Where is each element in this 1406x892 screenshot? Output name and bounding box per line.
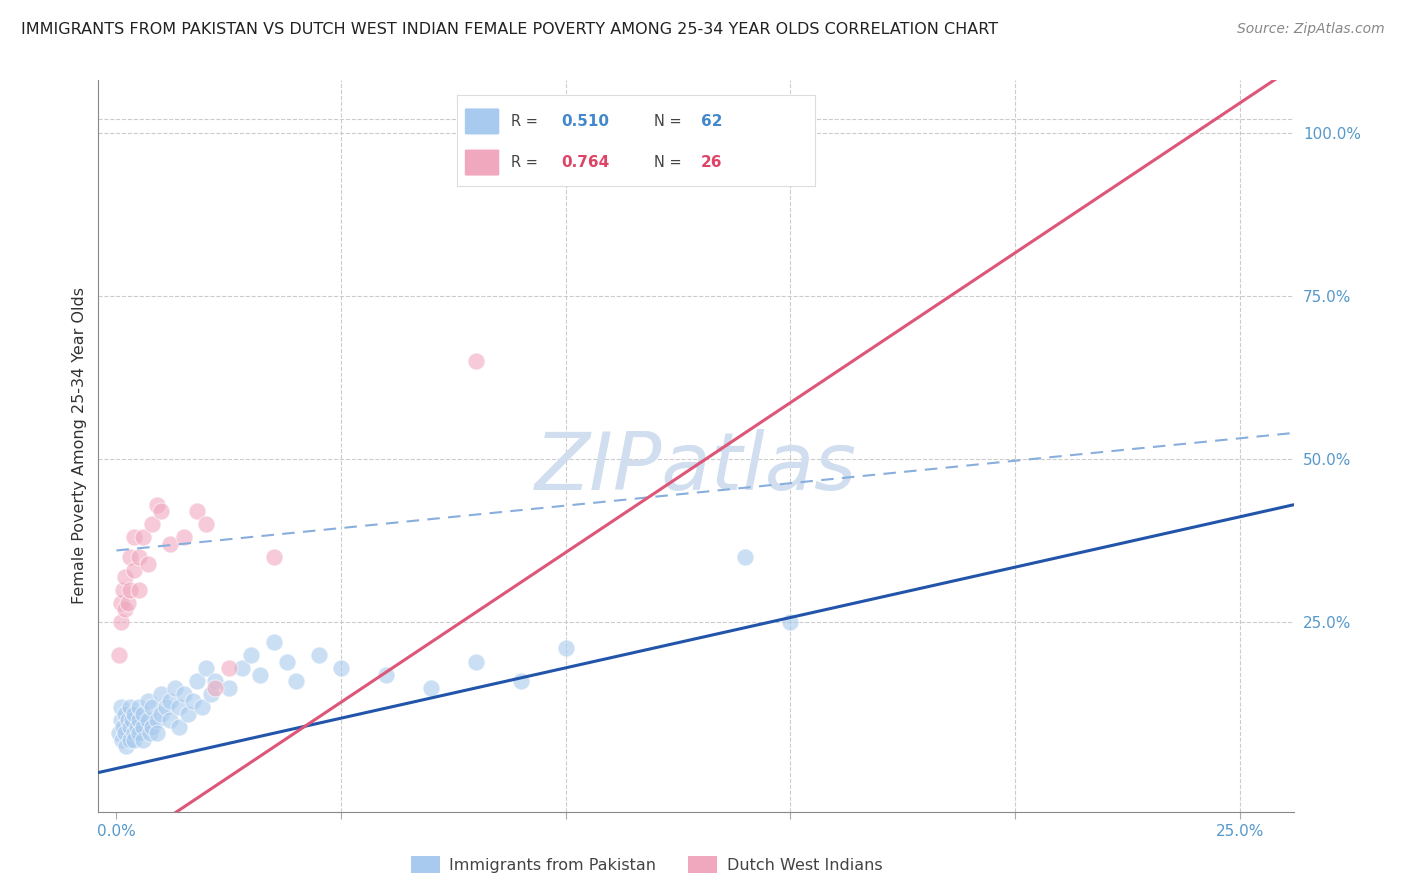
Point (141, 700, 163, 714)
Point (110, 714, 132, 728)
Point (124, 530, 146, 544)
Text: Source: ZipAtlas.com: Source: ZipAtlas.com (1237, 22, 1385, 37)
Point (276, 655, 298, 669)
Point (139, 726, 162, 740)
Point (159, 537, 181, 551)
Point (159, 694, 181, 708)
Point (177, 706, 200, 721)
Point (240, 648, 263, 662)
Legend: Immigrants from Pakistan, Dutch West Indians: Immigrants from Pakistan, Dutch West Ind… (405, 849, 889, 880)
Point (146, 714, 169, 728)
Point (195, 661, 218, 675)
Point (146, 726, 169, 740)
Point (190, 700, 212, 714)
Point (110, 700, 132, 714)
Point (218, 681, 240, 695)
Point (163, 681, 186, 695)
Point (181, 694, 204, 708)
Point (132, 720, 155, 734)
Point (136, 557, 159, 571)
Point (136, 694, 159, 708)
Point (375, 667, 398, 681)
Point (169, 720, 191, 734)
Point (204, 674, 226, 689)
Point (128, 700, 150, 714)
Y-axis label: Female Poverty Among 25-34 Year Olds: Female Poverty Among 25-34 Year Olds (72, 287, 87, 605)
Point (107, 648, 129, 662)
Point (114, 569, 136, 583)
Point (419, 681, 441, 695)
Point (141, 517, 163, 532)
Point (111, 732, 134, 747)
Point (263, 549, 285, 564)
Point (125, 720, 148, 734)
Point (110, 596, 132, 610)
Point (285, 674, 308, 689)
Point (249, 667, 271, 681)
Point (114, 602, 136, 616)
Point (141, 720, 163, 734)
Point (231, 661, 253, 675)
Point (464, 354, 486, 368)
Point (146, 498, 169, 512)
Point (114, 726, 136, 740)
Point (117, 596, 139, 610)
Point (118, 732, 141, 747)
Point (124, 726, 146, 740)
Point (132, 706, 155, 721)
Point (118, 582, 141, 597)
Point (308, 648, 330, 662)
Point (263, 635, 285, 649)
Point (112, 582, 135, 597)
Point (150, 706, 173, 721)
Point (128, 726, 150, 740)
Point (150, 687, 173, 701)
Point (464, 655, 486, 669)
Point (121, 714, 143, 728)
Point (112, 720, 135, 734)
Point (195, 517, 218, 532)
Text: IMMIGRANTS FROM PAKISTAN VS DUTCH WEST INDIAN FEMALE POVERTY AMONG 25-34 YEAR OL: IMMIGRANTS FROM PAKISTAN VS DUTCH WEST I… (21, 22, 998, 37)
Point (128, 549, 150, 564)
Point (734, 549, 756, 564)
Point (136, 714, 159, 728)
Point (124, 706, 146, 721)
Point (779, 615, 801, 630)
Point (200, 687, 222, 701)
Point (330, 661, 353, 675)
Point (509, 674, 531, 689)
Point (117, 714, 139, 728)
Point (173, 530, 195, 544)
Point (107, 726, 129, 740)
Point (186, 674, 208, 689)
Point (128, 714, 150, 728)
Point (124, 563, 146, 577)
Point (115, 739, 138, 754)
Point (173, 687, 195, 701)
Point (159, 714, 181, 728)
Point (132, 732, 155, 747)
Point (218, 661, 240, 675)
Point (204, 681, 226, 695)
Point (554, 641, 576, 656)
Point (155, 700, 177, 714)
Point (128, 582, 150, 597)
Point (118, 720, 141, 734)
Point (110, 615, 132, 630)
Point (150, 504, 173, 518)
Point (118, 700, 141, 714)
Point (186, 504, 208, 518)
Point (124, 732, 146, 747)
Point (169, 700, 191, 714)
Point (132, 530, 155, 544)
Text: ZIPatlas: ZIPatlas (534, 429, 858, 507)
Point (118, 549, 141, 564)
Point (114, 706, 136, 721)
